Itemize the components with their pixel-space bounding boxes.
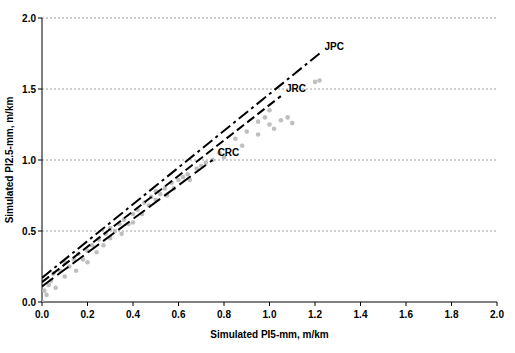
x-tick-label: 0.6 <box>172 309 186 320</box>
scatter-point <box>131 220 136 225</box>
x-tick-label: 1.0 <box>263 309 277 320</box>
series-label: CRC <box>218 147 240 158</box>
scatter-point <box>44 293 49 298</box>
x-tick-label: 1.2 <box>308 309 322 320</box>
grid-line <box>42 231 497 232</box>
regression-line <box>42 96 281 282</box>
y-tick-label: 2.0 <box>22 13 36 24</box>
x-axis-label: Simulated PI5-mm, m/km <box>210 329 328 340</box>
scatter-point <box>244 129 249 134</box>
scatter-point <box>85 260 90 265</box>
scatter-point <box>240 144 245 149</box>
x-tick-label: 0.4 <box>126 309 140 320</box>
x-tick-label: 1.6 <box>399 309 413 320</box>
scatter-point <box>42 288 47 293</box>
regression-line <box>42 54 320 278</box>
x-tick-label: 0.2 <box>81 309 95 320</box>
series-label: JPC <box>325 41 344 52</box>
scatter-point <box>279 118 284 123</box>
y-tick-label: 0.5 <box>22 226 36 237</box>
y-tick-label: 0.0 <box>22 297 36 308</box>
plot-area <box>42 54 322 303</box>
x-tick <box>269 302 270 306</box>
scatter-point <box>131 212 136 217</box>
y-tick <box>38 160 42 161</box>
scatter-point <box>290 121 295 126</box>
scatter-point <box>267 122 272 127</box>
scatter-point <box>317 78 322 83</box>
x-tick <box>133 302 134 306</box>
x-tick-label: 2.0 <box>490 309 504 320</box>
scatter-point <box>256 132 261 137</box>
scatter-point <box>62 274 67 279</box>
scatter-point <box>53 286 58 291</box>
chart: 0.0 0.5 1.0 1.5 2.0 0.0 0.2 0.4 0.6 0.8 1.0 1.2 1.4 1… <box>0 0 515 353</box>
scatter-point <box>204 161 209 166</box>
y-axis-label: Simulated PI2.5-mm, m/km <box>4 97 15 224</box>
x-tick <box>360 302 361 306</box>
x-tick <box>451 302 452 306</box>
x-tick <box>224 302 225 306</box>
grid-line <box>42 18 497 19</box>
scatter-point <box>181 175 186 180</box>
x-axis <box>42 302 497 303</box>
y-tick-label: 1.0 <box>22 155 36 166</box>
x-tick-label: 0.8 <box>217 309 231 320</box>
scatter-point <box>272 126 277 131</box>
scatter-point <box>185 172 190 177</box>
series-label: JRC <box>286 83 306 94</box>
x-tick <box>406 302 407 306</box>
y-tick <box>38 89 42 90</box>
background <box>0 0 515 353</box>
scatter-point <box>285 115 290 120</box>
y-tick <box>38 231 42 232</box>
x-tick-label: 1.4 <box>354 309 368 320</box>
scatter-point <box>101 243 106 248</box>
scatter-point <box>94 250 99 255</box>
scatter-point <box>267 108 272 113</box>
regression-line <box>42 160 213 286</box>
grid-line <box>42 160 497 161</box>
y-tick <box>38 18 42 19</box>
grid-line <box>42 89 497 90</box>
scatter-point <box>74 268 79 273</box>
scatter-point <box>313 80 318 85</box>
x-tick <box>87 302 88 306</box>
x-tick-label: 0.0 <box>35 309 49 320</box>
scatter-point <box>42 300 44 302</box>
y-tick <box>38 302 42 303</box>
scatter-point <box>163 186 168 191</box>
scatter-point <box>256 119 261 124</box>
x-tick <box>42 302 43 306</box>
x-tick <box>178 302 179 306</box>
x-tick <box>315 302 316 306</box>
scatter-point <box>263 115 268 120</box>
y-axis <box>42 18 43 302</box>
scatter-point <box>233 136 238 141</box>
y-tick-label: 1.5 <box>22 84 36 95</box>
scatter-point <box>119 232 124 237</box>
x-tick-label: 1.8 <box>445 309 459 320</box>
x-tick <box>497 302 498 306</box>
